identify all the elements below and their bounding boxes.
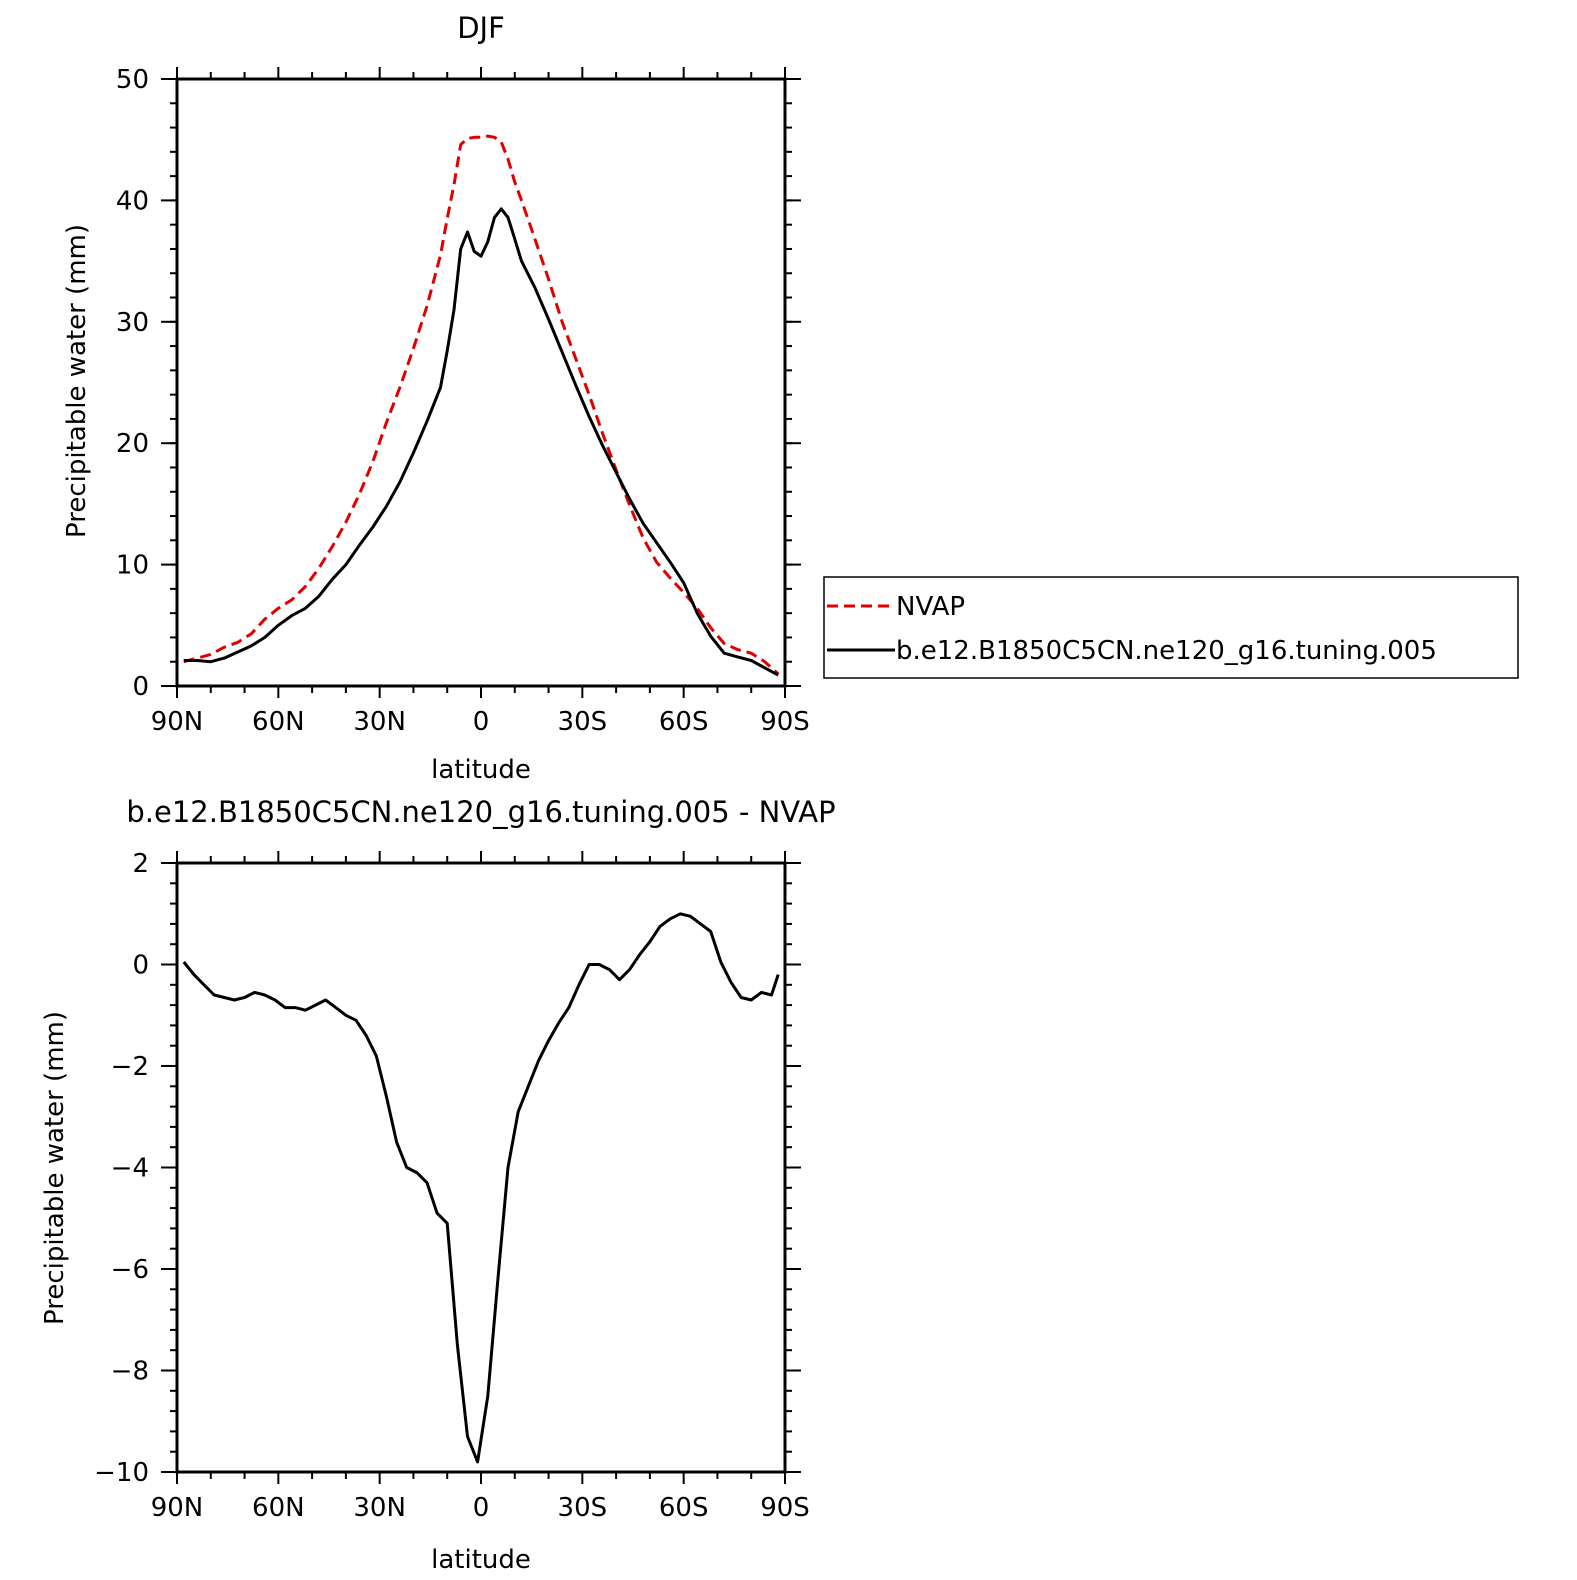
bottom-panel-y-tick-label: −10 [94,1458,149,1488]
legend-model-label: b.e12.B1850C5CN.ne120_g16.tuning.005 [896,636,1437,666]
bottom-panel-frame [175,861,787,1474]
top-panel-y-tick-label: 20 [116,429,149,459]
bottom-panel-y-tick-label: 0 [132,951,149,981]
top-panel-plot-area: 90N 60N 30N 0 30S 60S 90S 0 10 20 30 40 50 [116,65,810,737]
bottom-panel-x-axis-title: latitude [431,1545,531,1575]
top-panel-x-tick-label: 60S [659,707,709,737]
top-panel-series-line-1 [183,207,779,677]
legend-box [823,576,1519,679]
bottom-panel-title: b.e12.B1850C5CN.ne120_g16.tuning.005 - N… [126,795,835,829]
top-panel-series-line-0 [183,134,780,676]
top-panel-x-axis-title: latitude [431,755,531,785]
bottom-panel-series-line-0 [182,912,780,1464]
bottom-panel-y-tick-label: −6 [111,1255,149,1285]
bottom-panel-y-axis-title: Precipitable water (mm) [40,1011,70,1325]
bottom-panel-x-tick-label: 60S [659,1493,709,1523]
legend: NVAP b.e12.B1850C5CN.ne120_g16.tuning.00… [823,576,1519,679]
bottom-panel-plot-area: 90N 60N 30N 0 30S 60S 90S 2 0 −2 −4 −6 −8 −10 [94,849,810,1523]
bottom-panel-x-tick-label: 0 [473,1493,490,1523]
bottom-panel-x-tick-label: 90S [760,1493,810,1523]
top-panel-y-tick-label: 30 [116,308,149,338]
bottom-panel-x-tick-label: 60N [252,1493,305,1523]
top-panel-x-tick-label: 30S [558,707,608,737]
top-panel-title: DJF [457,11,505,45]
top-panel-x-tick-label: 60N [252,707,305,737]
bottom-panel-x-tick-label: 30N [353,1493,406,1523]
top-panel-y-tick-label: 50 [116,65,149,95]
top-panel-y-tick-label: 40 [116,186,149,216]
top-panel-y-axis-title: Precipitable water (mm) [62,224,92,538]
top-panel-y-tick-label: 0 [132,672,149,702]
bottom-panel: b.e12.B1850C5CN.ne120_g16.tuning.005 - N… [40,795,836,1575]
bottom-panel-y-tick-label: −2 [111,1052,149,1082]
bottom-panel-y-tick-label: −8 [111,1357,149,1387]
top-panel-x-tick-label: 0 [473,707,490,737]
bottom-panel-x-tick-label: 30S [558,1493,608,1523]
top-panel-frame [175,77,787,688]
top-panel: DJF 90N 60N 30N 0 30S 60S 90S 0 10 20 30 40 50 latit… [62,11,810,785]
bottom-panel-y-tick-label: −4 [111,1154,149,1184]
top-panel-x-tick-label: 90N [151,707,204,737]
bottom-panel-x-tick-label: 90N [151,1493,204,1523]
top-panel-x-tick-label: 90S [760,707,810,737]
top-panel-x-tick-label: 30N [353,707,406,737]
top-panel-y-tick-label: 10 [116,551,149,581]
bottom-panel-y-tick-label: 2 [132,849,149,879]
legend-nvap-label: NVAP [896,592,965,622]
